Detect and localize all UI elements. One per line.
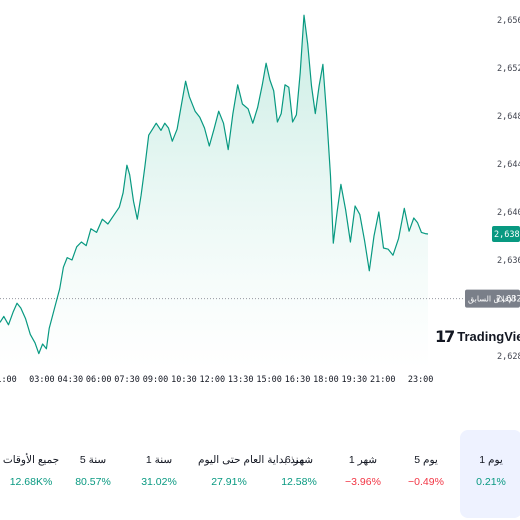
period-change: 27.91%	[211, 476, 247, 488]
period-5-day[interactable]: 5 يوم −0.49%	[395, 430, 457, 518]
period-change: 12.58%	[281, 476, 317, 488]
period-ytd[interactable]: منذ بداية العام حتى اليوم 27.91%	[198, 430, 305, 518]
period-label: جميع الأوقات	[2, 454, 60, 466]
period-5-year[interactable]: 5 سنة 80.57%	[62, 430, 124, 518]
price-area	[0, 15, 428, 368]
x-tick-label: 03:00	[29, 375, 55, 385]
x-tick-label: 01:00	[0, 375, 17, 385]
x-tick-label: 09:00	[143, 375, 169, 385]
x-tick-label: 12:00	[200, 375, 226, 385]
previous-close-label: الإغلاق السابق	[468, 295, 516, 305]
period-1-day[interactable]: 1 يوم 0.21%	[460, 430, 520, 518]
x-axis: 01:00 03:0004:3006:0007:3009:0010:3012:00…	[0, 375, 433, 385]
x-tick-label: 16:30	[285, 375, 311, 385]
last-price-badge	[492, 226, 520, 243]
period-label: 1 سنة	[145, 454, 173, 466]
y-tick-label: 2,656.000	[497, 16, 520, 26]
period-change: 12.68K%	[9, 476, 53, 488]
x-tick-label: 07:30	[114, 375, 140, 385]
y-tick-label: 2,644.000	[497, 160, 520, 170]
period-label: 6 شهر	[284, 454, 314, 466]
y-tick-label: 2,652.000	[497, 64, 520, 74]
x-tick-label: 15:00	[256, 375, 282, 385]
x-tick-label: 04:30	[57, 375, 83, 385]
x-tick-label: 10:30	[171, 375, 197, 385]
price-line	[0, 14, 429, 355]
last-price-label: 2,638.165	[494, 230, 520, 240]
tradingview-wordmark: TradingView	[457, 329, 520, 344]
period-6-month[interactable]: 6 شهر 12.58%	[268, 430, 330, 518]
y-axis: 2,656.000 2,652.000 2,648.000 2,644.000 2,64…	[497, 16, 520, 362]
period-label: 5 يوم	[414, 454, 438, 466]
x-tick-label: 19:30	[342, 375, 368, 385]
y-tick-label: 2,628.000	[497, 352, 520, 362]
y-tick-label: 2,636.000	[497, 256, 520, 266]
tradingview-logo[interactable]: 17 TradingView	[435, 327, 520, 346]
period-performance-bar: 1 يوم 0.21% 5 يوم −0.49% 1 شهر −3.96% 6 …	[0, 430, 520, 520]
y-tick-label: 2,648.000	[497, 112, 520, 122]
period-1-year[interactable]: 1 سنة 31.02%	[128, 430, 190, 518]
x-tick-label: 23:00	[408, 375, 434, 385]
period-label: 1 شهر	[348, 454, 378, 466]
period-change: 0.21%	[476, 476, 506, 488]
x-tick-label: 21:00	[370, 375, 396, 385]
y-tick-label: 2,640.000	[497, 208, 520, 218]
period-label: منذ بداية العام حتى اليوم	[198, 454, 305, 466]
period-change: 31.02%	[141, 476, 177, 488]
x-tick-label: 06:00	[86, 375, 112, 385]
period-1-month[interactable]: 1 شهر −3.96%	[332, 430, 394, 518]
period-label: 1 يوم	[479, 454, 503, 466]
period-change: 80.57%	[75, 476, 111, 488]
previous-close-value: 2,632.785	[496, 295, 520, 305]
period-label: 5 سنة	[79, 454, 107, 466]
x-tick-label: 18:00	[313, 375, 339, 385]
period-all-time[interactable]: جميع الأوقات 12.68K%	[0, 430, 62, 518]
previous-close-badge	[465, 289, 520, 308]
price-series-line	[0, 14, 429, 355]
price-chart[interactable]: 2,656.000 2,652.000 2,648.000 2,644.000 2,64…	[0, 0, 520, 390]
period-change: −0.49%	[408, 476, 444, 488]
tradingview-mark-icon: 17	[435, 327, 455, 346]
x-tick-label: 13:30	[228, 375, 254, 385]
price-area-fill	[0, 15, 428, 368]
period-change: −3.96%	[345, 476, 381, 488]
